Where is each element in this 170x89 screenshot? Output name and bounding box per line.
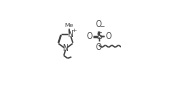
Text: O: O — [96, 43, 102, 52]
Text: O: O — [106, 32, 111, 40]
Text: N: N — [67, 30, 73, 39]
Text: N: N — [63, 44, 68, 53]
Text: −: − — [100, 23, 105, 28]
Text: Me: Me — [64, 23, 73, 28]
Text: O: O — [96, 20, 102, 29]
Text: S: S — [96, 32, 102, 40]
Text: O: O — [86, 32, 92, 40]
Text: +: + — [71, 28, 76, 33]
